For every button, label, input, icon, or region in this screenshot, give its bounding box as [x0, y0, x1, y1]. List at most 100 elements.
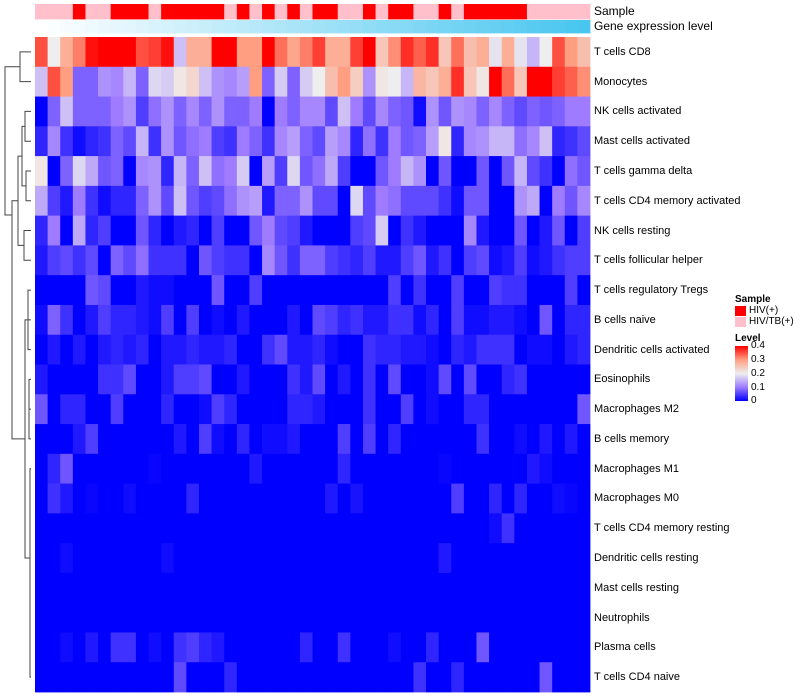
heatmap-cell: [186, 513, 200, 544]
heatmap-cell: [274, 543, 288, 574]
heatmap-cell: [224, 334, 238, 365]
heatmap-cell: [274, 513, 288, 544]
heatmap-cell: [337, 483, 351, 514]
heatmap-cell: [148, 364, 162, 395]
heatmap-cell: [249, 453, 263, 484]
heatmap-cell: [198, 483, 212, 514]
heatmap-cell: [236, 245, 250, 276]
heatmap-cell: [400, 245, 414, 276]
heatmap-cell: [98, 483, 112, 514]
heatmap-cell: [476, 66, 490, 97]
dendrogram-branch: [4, 66, 20, 216]
heatmap-cell: [325, 96, 339, 127]
heatmap-cell: [362, 66, 376, 97]
heatmap-cell: [35, 453, 49, 484]
heatmap-cell: [426, 543, 440, 574]
sample-annotation-cell: [110, 4, 124, 20]
heatmap-cell: [35, 543, 49, 574]
heatmap-cell: [489, 66, 503, 97]
heatmap-cell: [35, 215, 49, 246]
sample-annotation-cell: [262, 4, 276, 20]
heatmap-cell: [299, 572, 313, 604]
heatmap-cell: [274, 126, 288, 157]
heatmap-cell: [337, 662, 351, 693]
heatmap-cell: [438, 632, 452, 663]
heatmap-cell: [173, 572, 187, 604]
heatmap-cell: [98, 245, 112, 276]
heatmap-cell: [123, 364, 137, 395]
heatmap-cell: [287, 632, 301, 663]
heatmap-cell: [337, 66, 351, 97]
heatmap-cell: [98, 156, 112, 187]
heatmap-cell: [161, 453, 175, 484]
heatmap-cell: [362, 185, 376, 217]
heatmap-cell: [362, 513, 376, 544]
heatmap-cell: [72, 453, 86, 484]
heatmap-cell: [249, 364, 263, 395]
heatmap-cell: [224, 424, 238, 455]
expression-annotation-cell: [198, 20, 212, 34]
heatmap-cell: [236, 424, 250, 455]
heatmap-cell: [489, 662, 503, 693]
heatmap-cell: [501, 334, 515, 365]
heatmap-cell: [85, 185, 99, 217]
heatmap-cell: [135, 126, 149, 157]
heatmap-cell: [564, 364, 578, 395]
heatmap-cell: [501, 543, 515, 574]
heatmap-cell: [110, 483, 124, 514]
heatmap-cell: [375, 453, 389, 484]
heatmap-cell: [135, 483, 149, 514]
heatmap-cell: [463, 483, 477, 514]
heatmap-cell: [299, 513, 313, 544]
heatmap-cell: [72, 483, 86, 514]
heatmap-cell: [236, 215, 250, 246]
expression-annotation-cell: [489, 20, 503, 34]
heatmap-cell: [489, 334, 503, 365]
heatmap-cell: [123, 245, 137, 276]
heatmap-cell: [337, 632, 351, 663]
heatmap-cell: [400, 66, 414, 97]
heatmap-cell: [476, 96, 490, 127]
heatmap-cell: [249, 602, 263, 633]
heatmap-cell: [552, 364, 566, 395]
heatmap-cell: [211, 424, 225, 455]
heatmap-cell: [224, 156, 238, 187]
heatmap-cell: [236, 543, 250, 574]
heatmap-cell: [426, 424, 440, 455]
row-label: Dendritic cells activated: [594, 343, 710, 356]
heatmap-cell: [476, 334, 490, 365]
heatmap-cell: [148, 424, 162, 455]
heatmap-cell: [552, 662, 566, 693]
heatmap-cell: [438, 394, 452, 425]
heatmap-cell: [236, 304, 250, 336]
heatmap-cell: [236, 394, 250, 425]
heatmap-cell: [325, 543, 339, 574]
heatmap-cell: [552, 96, 566, 127]
heatmap-cell: [476, 632, 490, 663]
heatmap-cell: [489, 632, 503, 663]
legend: Sample HIV(+) HIV/TB(+) Level 0.4 0.3 0.…: [735, 294, 794, 406]
heatmap-cell: [501, 37, 515, 68]
heatmap-cell: [400, 513, 414, 544]
expression-annotation-cell: [123, 20, 137, 34]
heatmap-cell: [186, 364, 200, 395]
heatmap-cell: [438, 96, 452, 127]
heatmap-cell: [236, 483, 250, 514]
heatmap-cell: [463, 304, 477, 336]
row-label: NK cells activated: [594, 105, 682, 118]
heatmap-cell: [564, 304, 578, 336]
heatmap-cell: [186, 543, 200, 574]
heatmap-cell: [426, 483, 440, 514]
heatmap-cell: [224, 364, 238, 395]
heatmap-cell: [451, 275, 465, 306]
heatmap-cell: [47, 304, 61, 336]
heatmap-cell: [362, 632, 376, 663]
expression-annotation-cell: [501, 20, 515, 34]
sample-annotation-cell: [85, 4, 99, 20]
heatmap-cell: [476, 304, 490, 336]
heatmap-cell: [413, 334, 427, 365]
heatmap-cell: [400, 185, 414, 217]
heatmap-cell: [388, 424, 402, 455]
heatmap-cell: [161, 304, 175, 336]
